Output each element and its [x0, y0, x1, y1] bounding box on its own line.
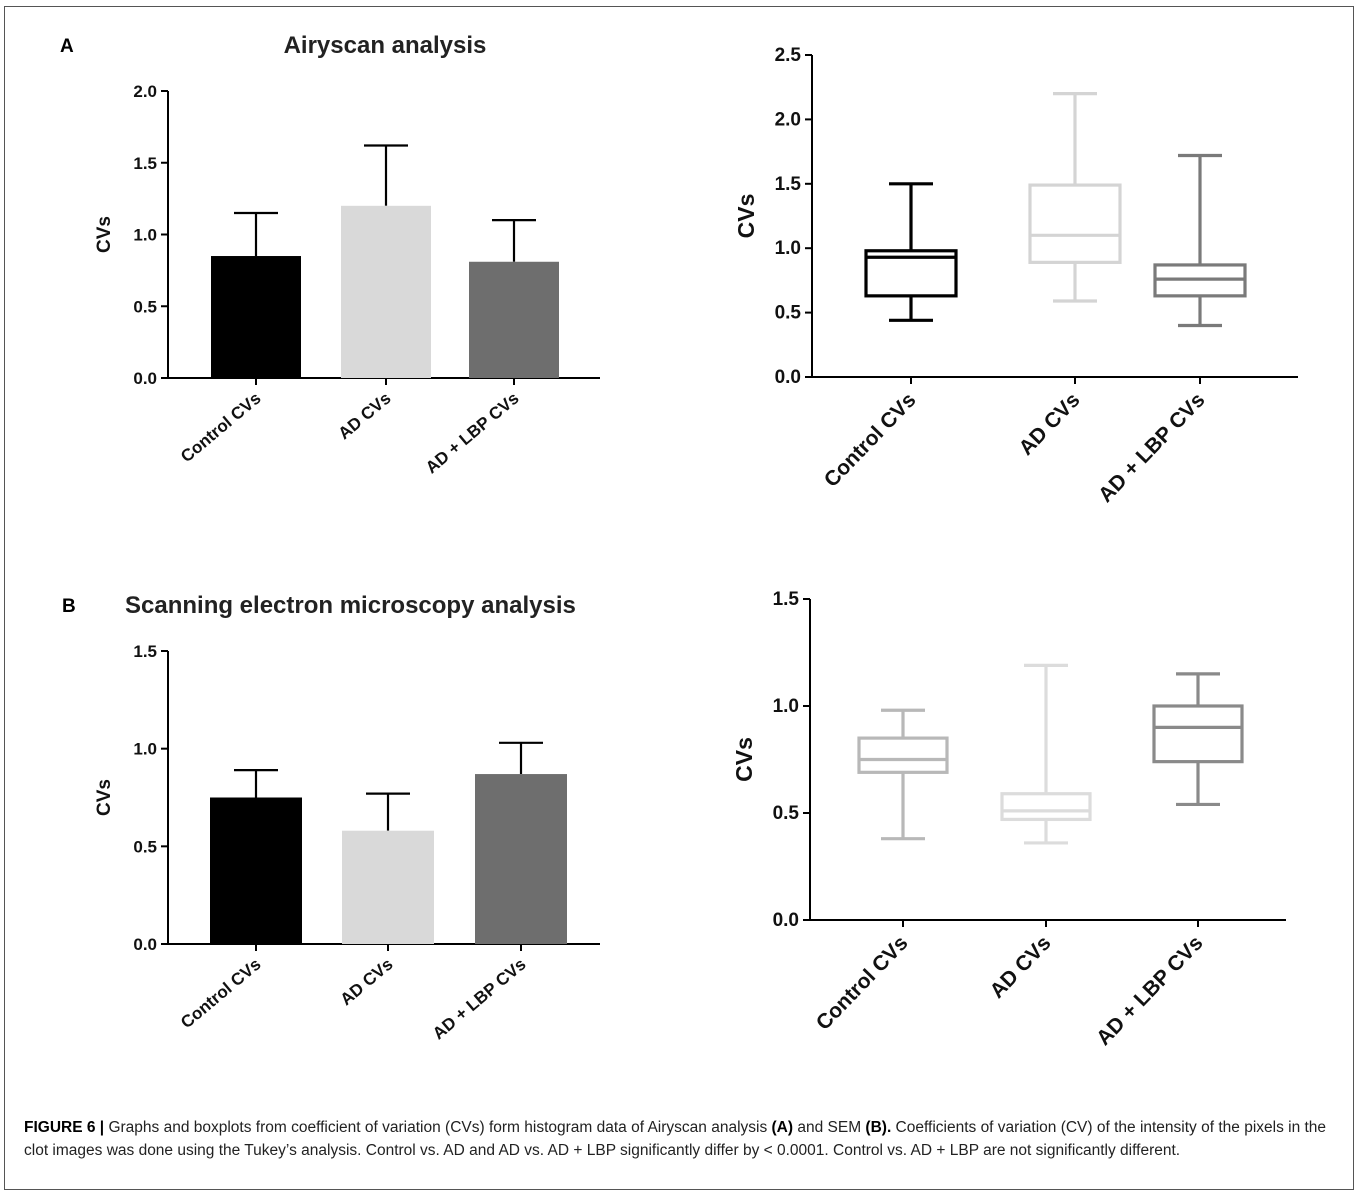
y-tick-label: 1.5: [133, 642, 157, 661]
panel-b-title: Scanning electron microscopy analysis: [125, 592, 576, 619]
y-tick-label: 1.0: [775, 238, 801, 259]
x-category-label: AD CVs: [335, 389, 395, 444]
y-tick-label: 2.0: [133, 82, 157, 101]
y-tick-label: 0.5: [133, 837, 157, 856]
y-axis-title: CVs: [733, 194, 759, 239]
x-category-label: AD + LBP CVs: [1092, 931, 1208, 1050]
y-tick-label: 1.0: [133, 226, 157, 245]
box-iqr: [864, 249, 958, 298]
chart-A-box: 0.0 0.5 1.0 1.5 2.0 2.5 CVs Control CVs AD CVs AD…: [733, 45, 1298, 507]
box-iqr: [1028, 183, 1122, 264]
x-category-label: AD CVs: [986, 931, 1056, 1002]
y-tick-label: 0.0: [773, 910, 799, 931]
y-axis-title: CVs: [94, 779, 115, 816]
y-axis-title: CVs: [94, 216, 115, 253]
bar: [475, 774, 567, 944]
caption-lead: FIGURE 6 |: [24, 1119, 105, 1136]
y-tick-label: 1.0: [773, 696, 799, 717]
box-iqr: [857, 736, 949, 774]
y-tick-label: 0.0: [775, 367, 801, 388]
bar: [469, 261, 559, 378]
x-category-label: AD + LBP CVs: [422, 389, 523, 478]
x-category-label: AD CVs: [337, 955, 397, 1010]
figure-canvas: A Airyscan analysis B Scanning electron …: [60, 32, 1298, 1050]
y-tick-label: 1.5: [775, 174, 802, 195]
y-tick-label: 2.0: [775, 109, 801, 130]
caption-ref-b: (B).: [865, 1119, 892, 1136]
y-tick-label: 1.5: [133, 154, 157, 173]
caption-text-2: and SEM: [793, 1119, 866, 1136]
y-tick-label: 0.0: [133, 935, 157, 954]
caption-text-1: Graphs and boxplots from coefficient of …: [104, 1119, 772, 1136]
bar: [211, 256, 301, 378]
caption-text-3: Coefficients of variation (CV) of the in…: [24, 1119, 1327, 1159]
bar: [342, 830, 434, 944]
box-iqr: [1152, 704, 1244, 764]
y-tick-label: 1.0: [133, 740, 157, 759]
x-category-label: AD CVs: [1015, 388, 1085, 459]
panel-a-title: Airyscan analysis: [284, 32, 487, 59]
y-tick-label: 0.5: [133, 297, 157, 316]
figure-caption: FIGURE 6 | Graphs and boxplots from coef…: [24, 1116, 1334, 1162]
chart-B-bar: 0.0 0.5 1.0 1.5 CVs Control CVs AD CVs AD + LBP…: [94, 642, 600, 1043]
x-category-label: AD + LBP CVs: [429, 955, 530, 1044]
x-category-label: Control CVs: [177, 389, 264, 467]
chart-A-bar: 0.0 0.5 1.0 1.5 2.0 CVs Control CVs AD CVs AD + …: [94, 82, 600, 477]
x-category-label: AD + LBP CVs: [1094, 388, 1210, 507]
bar: [341, 205, 431, 378]
y-tick-label: 0.5: [775, 303, 802, 324]
y-tick-label: 0.5: [773, 803, 800, 824]
x-category-label: Control CVs: [812, 931, 913, 1034]
y-axis-title: CVs: [731, 737, 757, 782]
box-iqr: [1000, 792, 1092, 822]
y-tick-label: 1.5: [773, 589, 800, 610]
x-category-label: Control CVs: [177, 955, 264, 1033]
x-category-label: Control CVs: [820, 388, 921, 491]
panel-a-label: A: [60, 36, 74, 57]
y-tick-label: 0.0: [133, 369, 157, 388]
figure-frame: [4, 6, 1354, 1190]
chart-B-box: 0.0 0.5 1.0 1.5 CVs Control CVs AD CVs AD + LBP…: [731, 589, 1286, 1050]
caption-ref-a: (A): [771, 1119, 794, 1136]
bar: [210, 797, 302, 944]
y-tick-label: 2.5: [775, 45, 802, 66]
panel-b-label: B: [62, 596, 76, 617]
